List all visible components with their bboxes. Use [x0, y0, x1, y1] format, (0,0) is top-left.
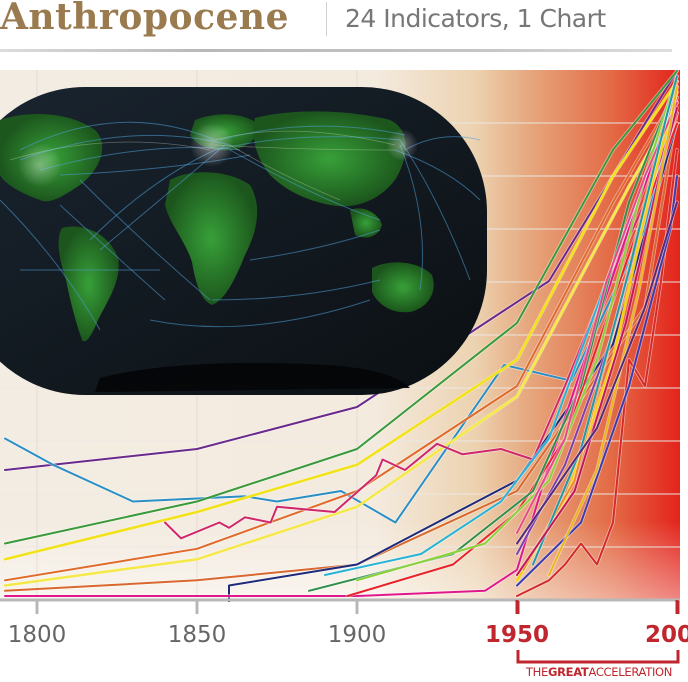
label-suffix: ACCELERATION: [588, 665, 673, 679]
page-title: Anthropocene: [0, 0, 289, 38]
series-magenta-jagged-line: [164, 112, 678, 540]
x-tick-label-1850: 1850: [168, 622, 227, 648]
header-rule: [0, 49, 672, 52]
title-divider: [326, 2, 327, 36]
label-prefix: THE: [525, 665, 548, 679]
series-yellow-1-line: [3, 80, 679, 561]
series-green-line: [4, 70, 678, 545]
series-orange-1-line: [4, 91, 678, 582]
x-tick-label-2000: 2000: [645, 622, 688, 648]
series-red-spiky-line: [516, 148, 678, 597]
great-acceleration-label: THEGREATACCELERATION: [517, 665, 681, 679]
world-map-inset: [0, 87, 487, 395]
series-pink-flat-line: [4, 96, 678, 597]
x-axis-ticks: 1800 1850 1900 1950 2000: [8, 600, 688, 648]
series-dark-purple-2-line: [516, 201, 678, 545]
series-purple-line: [4, 70, 678, 471]
x-tick-label-1900: 1900: [328, 622, 387, 648]
label-bold: GREAT: [547, 665, 589, 679]
series-rose-line: [516, 101, 678, 534]
x-tick-label-1800: 1800: [8, 622, 67, 648]
series-orange-2-line: [4, 112, 678, 592]
series-teal-line: [532, 75, 678, 566]
series-yellow-2-line: [3, 101, 679, 587]
page-subtitle: 24 Indicators, 1 Chart: [345, 4, 606, 33]
series-gold-line: [548, 85, 678, 576]
x-tick-label-1950: 1950: [485, 622, 549, 648]
page-header: Anthropocene 24 Indicators, 1 Chart: [0, 0, 688, 44]
great-acceleration-bracket: [516, 601, 680, 664]
series-layer: [3, 69, 679, 602]
